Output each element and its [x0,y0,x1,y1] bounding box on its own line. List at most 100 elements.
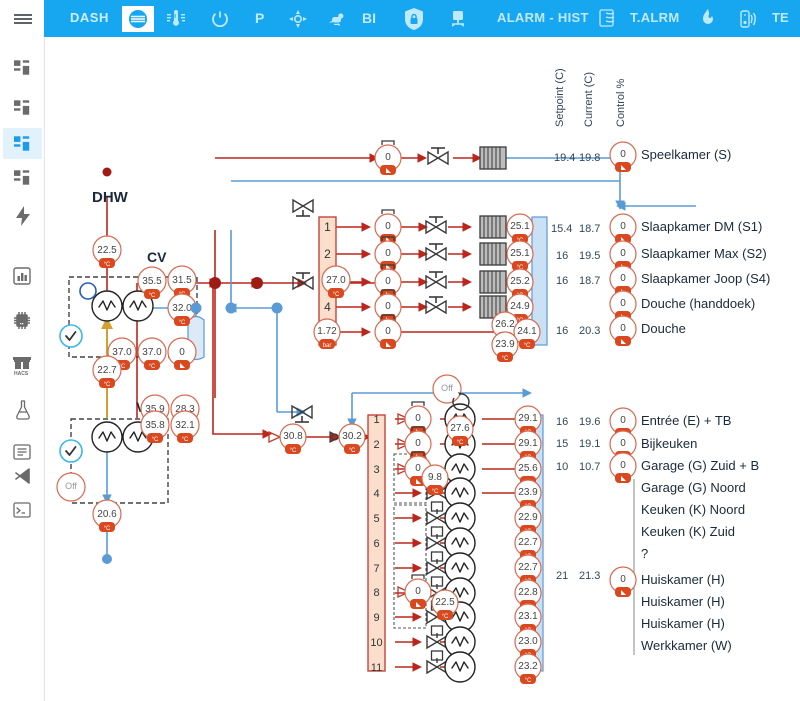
svg-text:Off: Off [65,481,77,491]
svg-text:Douche (handdoek): Douche (handdoek) [641,296,755,311]
svg-text:22.9: 22.9 [518,512,538,523]
svg-text:0: 0 [179,347,185,358]
svg-text:32.1: 32.1 [175,420,195,431]
svg-text:31.5: 31.5 [172,275,192,286]
svg-text:0: 0 [385,221,391,232]
svg-text:5: 5 [373,513,379,525]
svg-text:18.7: 18.7 [579,223,600,235]
svg-text:0: 0 [415,438,421,449]
svg-text:10.7: 10.7 [579,461,600,473]
svg-text:37.0: 37.0 [142,347,162,358]
svg-text:25.1: 25.1 [510,248,530,259]
svg-text:Garage (G) Noord: Garage (G) Noord [641,480,746,495]
svg-text:0: 0 [620,415,626,426]
svg-text:25.6: 25.6 [518,463,538,474]
svg-text:26.2: 26.2 [495,319,515,330]
svg-text:4: 4 [324,300,331,314]
svg-text:25.1: 25.1 [510,221,530,232]
svg-text:9: 9 [373,612,379,624]
svg-text:6: 6 [373,538,379,550]
svg-text:Off: Off [441,383,453,393]
svg-text:19.6: 19.6 [579,416,600,428]
svg-text:?: ? [641,546,648,561]
svg-text:21: 21 [556,570,568,582]
svg-text:21.3: 21.3 [579,570,600,582]
svg-text:27.6: 27.6 [450,423,470,434]
svg-text:22.7: 22.7 [97,365,117,376]
svg-text:25.2: 25.2 [510,276,530,287]
svg-text:15.4: 15.4 [551,223,572,235]
svg-text:23.1: 23.1 [518,611,538,622]
svg-text:Slaapkamer Joop (S4): Slaapkamer Joop (S4) [641,271,770,286]
svg-text:16: 16 [556,325,568,337]
svg-text:0: 0 [415,463,421,474]
svg-text:Setpoint (C): Setpoint (C) [554,68,566,127]
svg-text:16: 16 [556,275,568,287]
svg-text:Slaapkamer Max (S2): Slaapkamer Max (S2) [641,246,767,261]
svg-text:Slaapkamer DM (S1): Slaapkamer DM (S1) [641,219,762,234]
svg-text:0: 0 [620,460,626,471]
svg-text:35.5: 35.5 [142,276,162,287]
svg-text:23.9: 23.9 [518,487,538,498]
svg-text:30.8: 30.8 [283,431,303,442]
svg-text:0: 0 [415,413,421,424]
svg-text:DHW: DHW [92,189,129,206]
svg-text:29.1: 29.1 [518,413,538,424]
svg-text:0: 0 [620,273,626,284]
svg-text:0: 0 [620,574,626,585]
svg-text:Entrée (E) + TB: Entrée (E) + TB [641,413,731,428]
svg-text:22.7: 22.7 [518,537,538,548]
svg-text:Speelkamer (S): Speelkamer (S) [641,147,731,162]
svg-text:22.5: 22.5 [435,597,455,608]
svg-text:7: 7 [373,563,379,575]
svg-text:3: 3 [373,464,379,476]
svg-text:30.2: 30.2 [342,431,362,442]
svg-text:0: 0 [385,152,391,163]
svg-text:23.9: 23.9 [495,339,515,350]
svg-text:Huiskamer (H): Huiskamer (H) [641,616,725,631]
svg-text:0: 0 [620,221,626,232]
svg-text:9.8: 9.8 [428,472,442,483]
svg-text:10: 10 [370,637,382,649]
svg-text:Huiskamer (H): Huiskamer (H) [641,572,725,587]
svg-text:18.7: 18.7 [579,275,600,287]
svg-text:16: 16 [556,250,568,262]
svg-text:24.9: 24.9 [510,301,530,312]
svg-text:0: 0 [620,248,626,259]
svg-text:22.5: 22.5 [97,245,117,256]
svg-text:23.2: 23.2 [518,661,538,672]
svg-text:15: 15 [556,438,568,450]
svg-text:0: 0 [620,438,626,449]
svg-text:1.72: 1.72 [317,326,337,337]
svg-text:1: 1 [324,220,331,234]
svg-text:0: 0 [415,586,421,597]
svg-text:22.8: 22.8 [518,587,538,598]
svg-text:24.1: 24.1 [517,326,537,337]
svg-text:19.1: 19.1 [579,438,600,450]
svg-text:19.4: 19.4 [554,152,575,164]
svg-text:27.0: 27.0 [326,275,346,286]
svg-text:10: 10 [556,461,568,473]
svg-text:0: 0 [620,298,626,309]
svg-text:35.8: 35.8 [145,420,165,431]
svg-text:4: 4 [373,488,379,500]
svg-text:11: 11 [371,662,382,674]
svg-text:Douche: Douche [641,321,686,336]
svg-text:Current (C): Current (C) [583,72,595,127]
svg-text:22.7: 22.7 [518,562,538,573]
svg-text:2: 2 [324,247,331,261]
svg-text:29.1: 29.1 [518,438,538,449]
svg-text:Huiskamer (H): Huiskamer (H) [641,594,725,609]
svg-text:20.6: 20.6 [97,509,117,520]
svg-text:0: 0 [620,149,626,160]
svg-text:8: 8 [373,587,379,599]
svg-text:32.0: 32.0 [172,303,192,314]
svg-text:19.8: 19.8 [579,152,600,164]
svg-text:0: 0 [385,326,391,337]
svg-text:Bijkeuken: Bijkeuken [641,436,697,451]
svg-text:Garage (G) Zuid + B: Garage (G) Zuid + B [641,458,759,473]
svg-text:CV: CV [147,249,167,265]
svg-text:16: 16 [556,416,568,428]
svg-text:1: 1 [373,414,379,426]
svg-text:2: 2 [373,439,379,451]
